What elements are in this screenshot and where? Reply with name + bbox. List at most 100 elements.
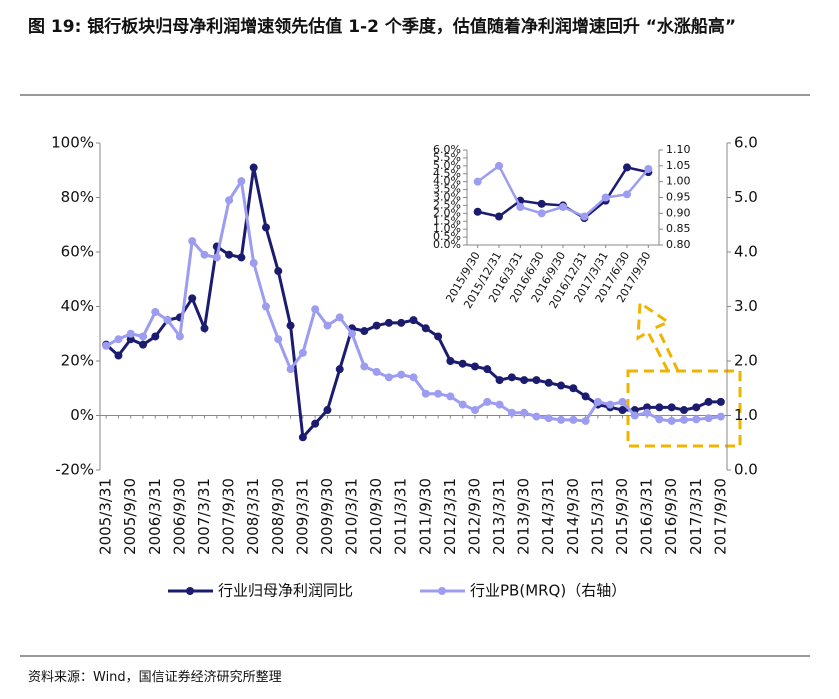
data-point: [507, 373, 516, 382]
data-point: [397, 370, 406, 379]
series-line: [105, 167, 721, 441]
y-tick-label: 6.0%: [433, 143, 461, 156]
data-point: [274, 267, 283, 276]
data-point: [360, 362, 369, 371]
highlight-arrow: [636, 300, 680, 372]
data-point: [384, 318, 393, 327]
x-tick-label: 2015/9/30: [613, 478, 631, 555]
data-point: [473, 207, 482, 216]
data-point: [298, 433, 307, 442]
y-tick-label: 5.5%: [433, 151, 461, 164]
data-point: [225, 196, 234, 205]
data-point: [286, 365, 295, 374]
data-point: [569, 415, 578, 424]
data-point: [434, 389, 443, 398]
data-point: [704, 397, 713, 406]
data-point: [692, 415, 701, 424]
x-tick-label: 2005/9/30: [121, 478, 139, 555]
data-point: [409, 316, 418, 325]
y-tick-label: 60%: [61, 243, 94, 261]
x-tick-label: 2006/9/30: [170, 478, 188, 555]
x-tick-label: 2007/9/30: [220, 478, 238, 555]
data-point: [175, 332, 184, 341]
data-point: [544, 414, 553, 423]
data-point: [434, 332, 443, 341]
y2-tick-label: 4.0: [734, 243, 758, 261]
data-point: [323, 321, 332, 330]
legend-label: 行业PB(MRQ)（右轴）: [470, 582, 626, 600]
x-tick-label: 2011/3/31: [392, 478, 410, 555]
x-tick-label: 2005/3/31: [97, 478, 115, 555]
data-point: [473, 177, 482, 186]
x-tick-label: 2015/3/31: [588, 478, 606, 555]
data-point: [516, 203, 525, 211]
data-point: [225, 250, 234, 259]
data-point: [483, 397, 492, 406]
data-point: [495, 376, 504, 385]
data-point: [581, 416, 590, 425]
y-tick-label: 0%: [70, 406, 94, 424]
y-tick-label: 2.0%: [433, 206, 461, 219]
data-point: [537, 209, 546, 218]
data-point: [537, 199, 546, 208]
data-point: [139, 332, 148, 341]
data-point: [483, 365, 492, 374]
data-point: [286, 321, 295, 330]
data-point: [151, 332, 160, 341]
data-point: [520, 376, 529, 385]
y2-tick-label: 0.95: [666, 191, 691, 204]
data-point: [311, 305, 320, 314]
data-point: [618, 397, 627, 406]
x-tick-label: 2017/3/31: [687, 478, 705, 555]
y2-tick-label: 2.0: [734, 352, 758, 370]
y2-tick-label: 0.90: [666, 206, 691, 219]
y2-tick-label: 1.05: [666, 159, 691, 172]
data-point: [606, 400, 615, 409]
data-point: [360, 327, 369, 336]
data-point: [470, 362, 479, 371]
data-point: [274, 335, 283, 344]
data-point: [298, 348, 307, 357]
x-tick-label: 2013/3/31: [490, 478, 508, 555]
legend-marker: [186, 587, 194, 595]
data-point: [335, 313, 344, 322]
x-tick-label: 2008/9/30: [269, 478, 287, 555]
data-point: [446, 357, 455, 365]
data-point: [421, 389, 430, 398]
y2-tick-label: 5.0: [734, 188, 758, 206]
data-point: [679, 415, 688, 424]
x-tick-label: 2010/3/31: [343, 478, 361, 555]
data-point: [237, 177, 246, 186]
data-point: [544, 378, 553, 387]
data-point: [188, 237, 197, 246]
y-tick-label: 2.5%: [433, 198, 461, 211]
data-point: [593, 397, 602, 406]
y2-tick-label: 0.85: [666, 222, 691, 235]
data-point: [446, 392, 455, 401]
y-tick-label: -20%: [55, 461, 94, 479]
data-point: [557, 415, 566, 424]
data-point: [261, 223, 270, 232]
y-tick-label: 20%: [61, 352, 94, 370]
y-tick-label: 100%: [51, 134, 94, 152]
data-point: [163, 316, 172, 325]
data-point: [188, 294, 197, 303]
data-point: [458, 400, 467, 409]
data-point: [520, 408, 529, 417]
x-tick-label: 2014/3/31: [539, 478, 557, 555]
x-tick-label: 2010/9/30: [367, 478, 385, 555]
data-point: [495, 400, 504, 409]
x-tick-label: 2016/3/31: [638, 478, 656, 555]
data-point: [151, 307, 160, 316]
y2-tick-label: 0.80: [666, 238, 691, 251]
x-tick-label: 2006/3/31: [146, 478, 164, 555]
x-tick-label: 2009/3/31: [293, 478, 311, 555]
data-point: [532, 412, 541, 421]
y-tick-label: 1.0%: [433, 222, 461, 235]
x-tick-label: 2011/9/30: [416, 478, 434, 555]
data-point: [397, 318, 406, 327]
y-tick-label: 3.0%: [433, 191, 461, 204]
data-point: [261, 302, 270, 311]
